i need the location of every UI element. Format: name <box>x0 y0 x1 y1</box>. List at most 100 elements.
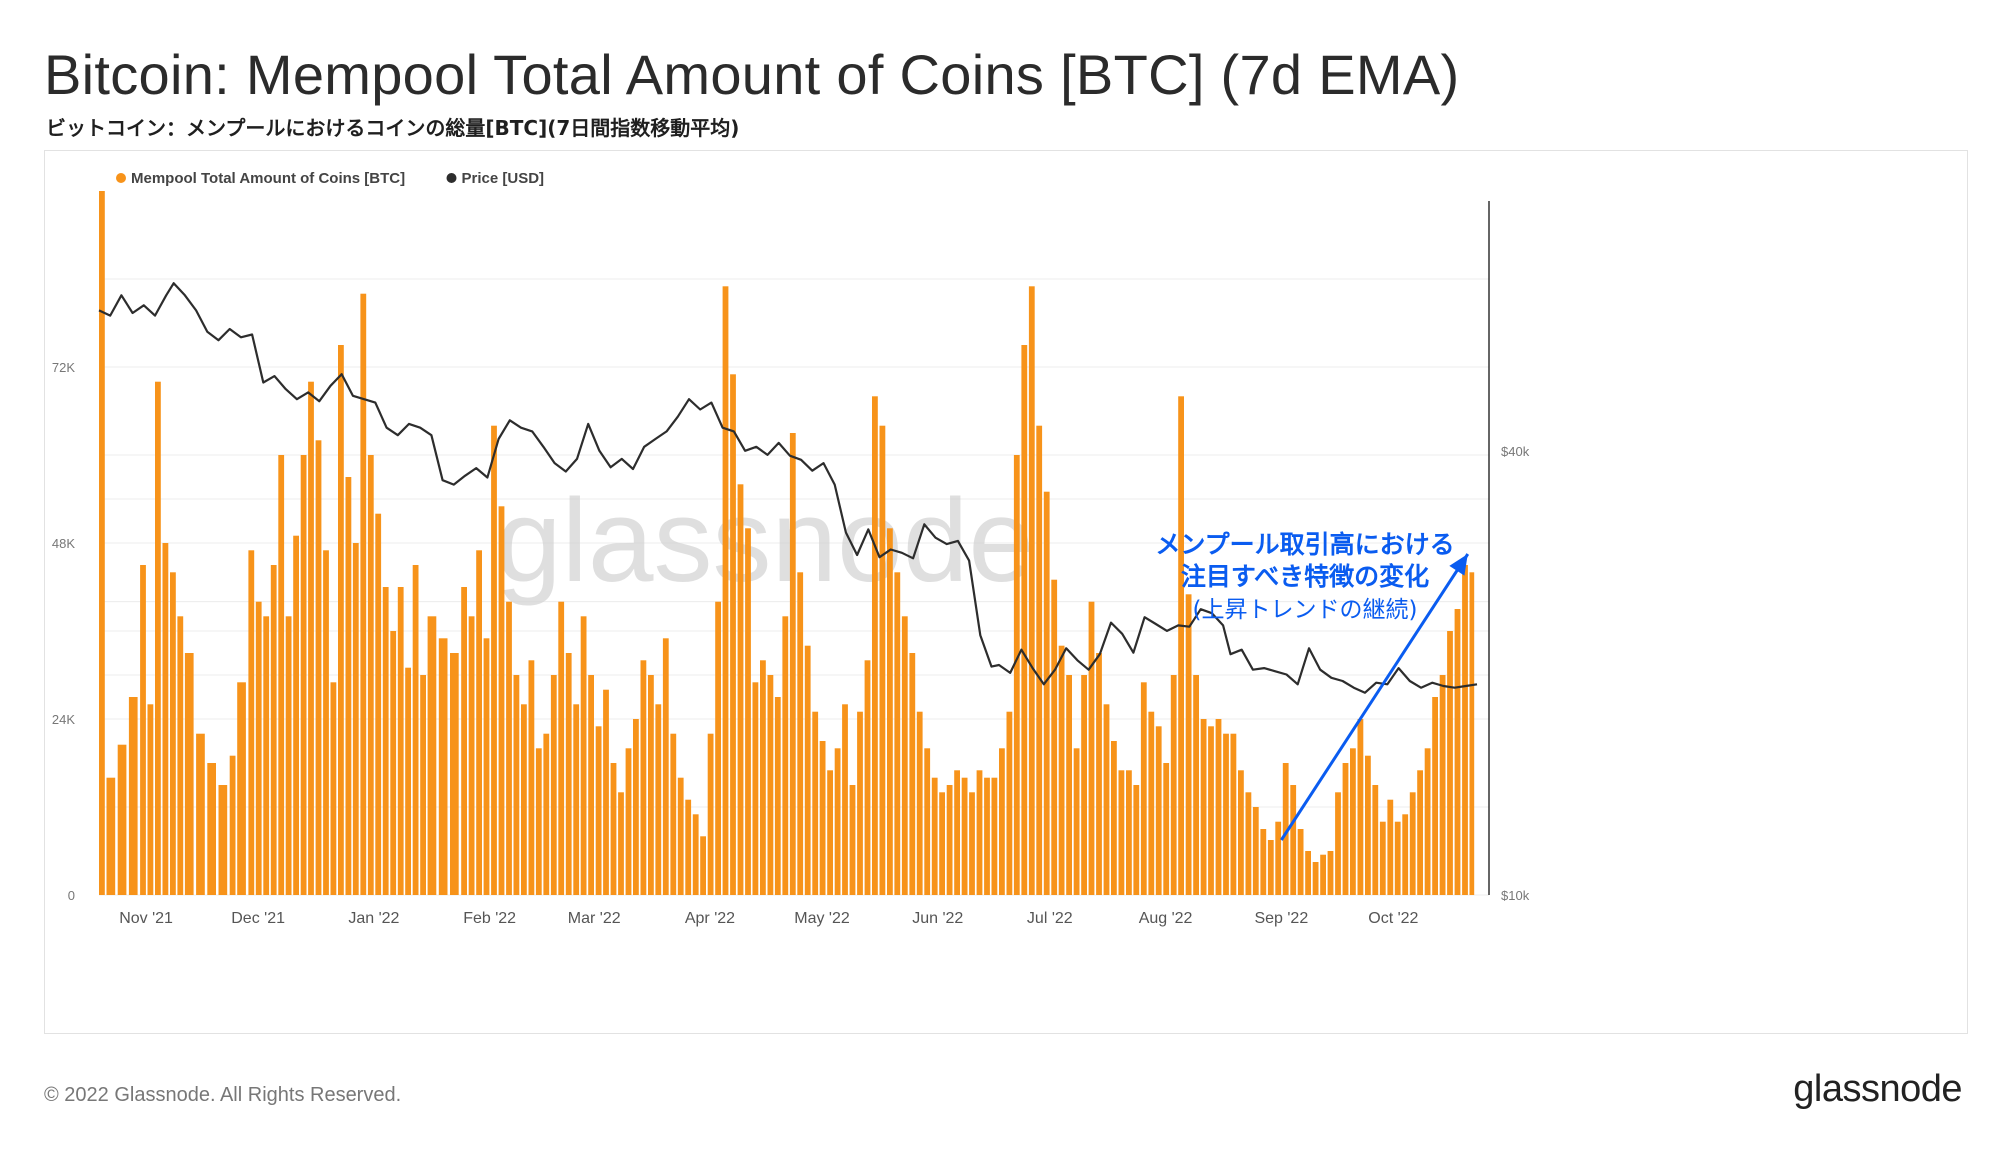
x-tick-label: May '22 <box>794 910 850 927</box>
bar-mempool-2022-01-28 <box>468 616 475 895</box>
bar-mempool-2022-02-23 <box>565 653 572 895</box>
bar-mempool-2021-12-04 <box>263 616 270 895</box>
bar-mempool-2022-03-05 <box>603 689 609 895</box>
mempool-chart: glassnode 0 24K 48K 72K $10k $40k Nov '21 Dec '2… <box>52 170 1530 927</box>
bar-mempool-2022-06-09 <box>961 777 968 895</box>
bar-mempool-2022-07-15 <box>1096 653 1102 895</box>
bar-mempool-2022-03-11 <box>625 748 632 895</box>
bar-mempool-2022-07-29 <box>1148 711 1155 895</box>
x-tick-label: Jul '22 <box>1027 910 1073 927</box>
bar-mempool-2021-12-22 <box>330 682 337 895</box>
bar-mempool-2021-10-26 <box>117 744 127 895</box>
bar-mempool-2022-04-24 <box>789 433 796 895</box>
bar-mempool-2022-07-25 <box>1133 785 1140 895</box>
bar-mempool-2021-11-13 <box>184 653 194 895</box>
bar-mempool-2022-07-03 <box>1051 579 1058 895</box>
bar-mempool-2021-11-16 <box>196 733 205 895</box>
bar-mempool-2022-07-13 <box>1088 601 1095 895</box>
bar-mempool-2022-10-09 <box>1417 770 1423 895</box>
annotation-text-line-1: 注目すべき特徴の変化 <box>1181 562 1429 591</box>
bar-mempool-2022-08-04 <box>1170 675 1177 895</box>
x-tick-label: Jun '22 <box>912 910 963 927</box>
annotation-text-line-2: (上昇トレンドの継続) <box>1193 597 1418 623</box>
bar-mempool-2021-12-06 <box>270 565 277 895</box>
legend-label-0: Mempool Total Amount of Coins [BTC] <box>131 170 405 187</box>
bar-mempool-2021-10-21 <box>99 191 105 895</box>
bar-mempool-2022-08-24 <box>1245 792 1252 895</box>
bar-mempool-2022-09-25 <box>1365 755 1371 895</box>
bar-mempool-2022-04-04 <box>715 601 721 895</box>
bar-mempool-2022-03-31 <box>700 836 706 895</box>
bar-mempool-2022-01-07 <box>390 631 397 895</box>
legend-marker-0 <box>116 173 126 183</box>
bar-mempool-2022-10-03 <box>1394 821 1401 895</box>
bar-mempool-2021-11-22 <box>218 785 228 895</box>
bar-mempool-2022-07-27 <box>1140 682 1147 895</box>
x-tick-label: Apr '22 <box>685 910 735 927</box>
bar-mempool-2022-10-19 <box>1454 609 1461 895</box>
bar-mempool-2022-03-15 <box>640 660 647 895</box>
bar-mempool-2022-10-21 <box>1462 565 1468 895</box>
bar-mempool-2022-07-07 <box>1066 675 1072 895</box>
bar-mempool-2022-02-25 <box>573 704 580 895</box>
chart-frame: glassnode 0 24K 48K 72K $10k $40k Nov '21 Dec '2… <box>44 150 1968 1034</box>
x-tick-label: Nov '21 <box>119 910 173 927</box>
bar-mempool-2022-07-11 <box>1081 675 1087 895</box>
bar-mempool-2022-01-23 <box>450 653 459 895</box>
bar-mempool-2022-06-01 <box>931 777 938 895</box>
bar-mempool-2022-10-23 <box>1469 572 1475 895</box>
bar-mempool-2022-06-17 <box>991 777 998 895</box>
bar-mempool-2022-07-31 <box>1155 726 1162 895</box>
bar-mempool-2022-10-01 <box>1387 799 1394 895</box>
page-subtitle: ビットコイン：メンプールにおけるコインの総量[BTC](7日間指数移動平均) <box>46 116 740 140</box>
bar-mempool-2022-03-27 <box>685 799 692 895</box>
bar-mempool-2021-10-29 <box>128 697 138 895</box>
x-tick-label: Sep '22 <box>1254 910 1308 927</box>
watermark-text: glassnode <box>496 475 1034 607</box>
bar-mempool-2022-02-01 <box>483 638 490 895</box>
bar-mempool-2022-04-30 <box>812 711 819 895</box>
bar-mempool-2022-05-26 <box>909 653 916 895</box>
x-tick-label: Mar '22 <box>568 910 621 927</box>
bar-mempool-2022-04-12 <box>745 528 751 895</box>
bar-mempool-2022-04-28 <box>804 645 811 895</box>
bar-mempool-2022-10-05 <box>1402 814 1409 895</box>
x-tick-label: Feb '22 <box>463 910 516 927</box>
bar-mempool-2022-09-27 <box>1372 785 1379 895</box>
bar-mempool-2022-09-17 <box>1335 792 1341 895</box>
x-tick-label: Aug '22 <box>1139 910 1193 927</box>
bar-mempool-2022-07-17 <box>1103 704 1110 895</box>
bar-mempool-2022-02-27 <box>580 616 587 895</box>
bar-mempool-2022-01-05 <box>382 587 389 895</box>
bar-mempool-2022-08-26 <box>1252 807 1259 895</box>
bar-mempool-2021-12-20 <box>323 550 329 895</box>
bar-mempool-2022-03-13 <box>633 719 639 895</box>
bar-mempool-2021-11-03 <box>147 704 154 895</box>
bar-mempool-2022-09-21 <box>1350 748 1356 895</box>
bar-mempool-2022-09-07 <box>1297 829 1304 895</box>
bar-mempool-2022-03-03 <box>595 726 602 895</box>
bar-mempool-2022-05-10 <box>849 785 856 895</box>
bar-mempool-2021-12-14 <box>300 455 307 895</box>
bar-mempool-2022-04-18 <box>767 675 774 895</box>
bar-mempool-2022-10-15 <box>1439 675 1446 895</box>
bar-mempool-2022-10-17 <box>1447 631 1453 895</box>
bar-mempool-2022-09-29 <box>1379 821 1386 895</box>
bar-mempool-2022-05-04 <box>827 770 833 895</box>
bar-mempool-2021-12-08 <box>278 455 285 895</box>
bar-mempool-2022-09-03 <box>1282 763 1289 895</box>
bar-mempool-2021-12-12 <box>293 535 299 895</box>
bar-mempool-2022-02-05 <box>498 506 505 895</box>
bar-mempool-2022-08-20 <box>1230 733 1237 895</box>
bar-mempool-2022-04-10 <box>737 484 744 895</box>
bar-mempool-2022-04-08 <box>730 374 736 895</box>
bar-mempool-2022-03-09 <box>618 792 624 895</box>
bar-mempool-2021-11-01 <box>140 565 146 895</box>
bar-mempool-2022-05-24 <box>901 616 908 895</box>
bar-mempool-2022-04-02 <box>707 733 714 895</box>
bar-mempool-2022-06-03 <box>939 792 945 895</box>
x-tick-label: Dec '21 <box>231 910 285 927</box>
bar-mempool-2022-08-30 <box>1267 840 1274 895</box>
bar-mempool-2022-02-15 <box>535 748 542 895</box>
bar-mempool-2021-10-23 <box>106 777 116 895</box>
